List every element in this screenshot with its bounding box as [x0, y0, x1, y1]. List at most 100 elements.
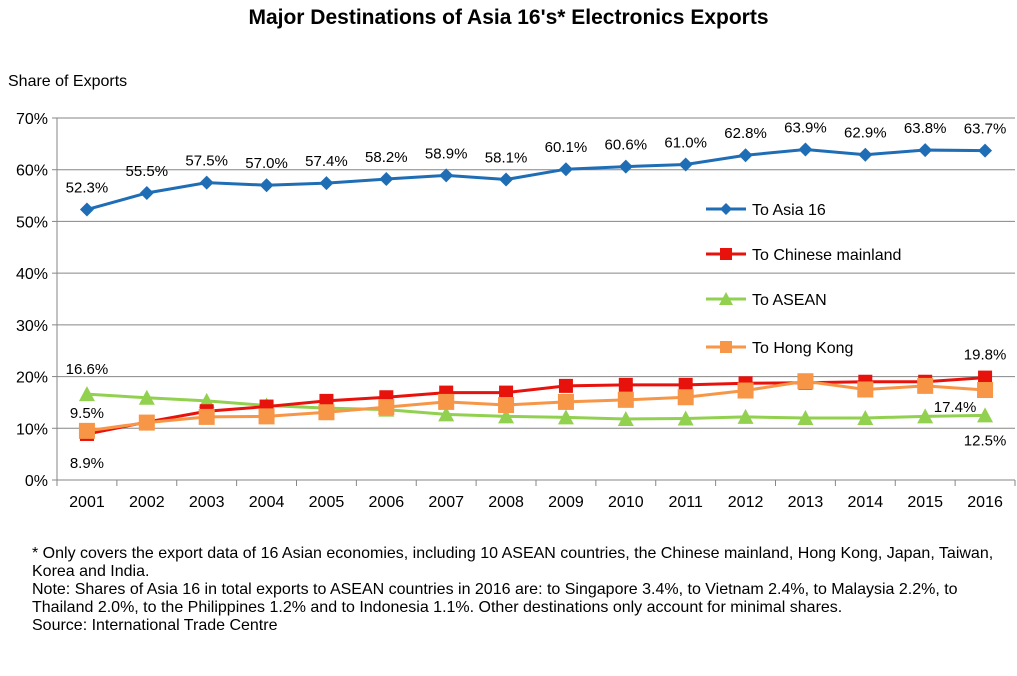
data-point-to-hong-kong: [917, 377, 934, 394]
data-label-to-hong-kong: 17.4%: [934, 399, 977, 416]
data-point-to-asia-16: [558, 162, 573, 177]
data-point-to-hong-kong: [78, 422, 95, 439]
legend-swatch-marker: [720, 203, 732, 215]
footnote-note: Note: Shares of Asia 16 in total exports…: [32, 581, 958, 616]
data-point-to-asean: [138, 389, 155, 405]
data-point-to-hong-kong: [318, 404, 335, 421]
x-tick-label: 2012: [728, 494, 764, 511]
data-point-to-asean: [977, 407, 994, 423]
data-point-to-asean: [797, 409, 814, 425]
series-line-to-asia-16: [86, 148, 986, 211]
data-point-to-hong-kong: [857, 381, 874, 398]
data-point-to-asean: [917, 408, 934, 424]
footnote-source: Source: International Trade Centre: [32, 617, 278, 634]
data-point-to-asia-16: [379, 172, 394, 187]
data-point-to-hong-kong: [378, 399, 395, 416]
x-tick-label: 2008: [488, 494, 524, 511]
footnote-scope: * Only covers the export data of 16 Asia…: [32, 545, 994, 580]
data-label-to-asia-16: 58.9%: [425, 145, 468, 162]
data-point-to-asean: [198, 392, 215, 408]
series-line-to-chinese-mainland: [86, 376, 986, 436]
data-point-to-asia-16: [79, 202, 94, 217]
data-point-to-asean: [617, 410, 634, 426]
data-label-to-asia-16: 57.4%: [305, 153, 348, 170]
data-point-to-asean: [677, 410, 694, 426]
data-point-to-asia-16: [319, 176, 334, 191]
footnotes: * Only covers the export data of 16 Asia…: [32, 545, 1007, 635]
series-line-to-asean: [86, 392, 986, 421]
data-point-to-asean: [557, 409, 574, 425]
data-point-to-asia-16: [678, 157, 693, 172]
data-point-to-chinese-mainland: [678, 377, 693, 392]
data-point-to-chinese-mainland: [499, 385, 514, 400]
data-point-to-hong-kong: [737, 382, 754, 399]
legend-swatch-marker: [720, 341, 732, 353]
x-tick-label: 2015: [907, 494, 943, 511]
x-tick-label: 2013: [788, 494, 824, 511]
legend-label: To Hong Kong: [752, 340, 853, 357]
x-tick-label: 2011: [668, 494, 703, 511]
data-label-to-asia-16: 58.1%: [485, 150, 528, 167]
x-tick-label: 2005: [309, 494, 345, 511]
data-point-to-asia-16: [439, 168, 454, 183]
data-point-to-hong-kong: [977, 382, 994, 399]
legend-item-to-hong-kong: To Hong Kong: [706, 340, 853, 357]
x-tick-label: 2016: [967, 494, 1003, 511]
y-tick-label: 70%: [16, 111, 48, 128]
data-label-to-chinese-mainland: 8.9%: [70, 455, 104, 472]
series: [78, 142, 994, 441]
data-label-to-asia-16: 60.1%: [545, 139, 588, 156]
data-point-to-hong-kong: [797, 373, 814, 390]
data-label-to-asia-16: 63.7%: [964, 121, 1007, 138]
data-point-to-hong-kong: [258, 408, 275, 425]
legend-item-to-chinese-mainland: To Chinese mainland: [706, 247, 901, 264]
data-point-to-asia-16: [918, 143, 933, 158]
x-tick-label: 2002: [129, 494, 165, 511]
series-line-to-hong-kong: [86, 379, 986, 433]
legend-label: To ASEAN: [752, 292, 827, 309]
x-tick-label: 2003: [189, 494, 225, 511]
data-point-to-asean: [498, 408, 515, 424]
legend-label: To Asia 16: [752, 202, 826, 219]
data-label-to-asia-16: 62.9%: [844, 125, 887, 142]
y-tick-label: 40%: [16, 266, 48, 283]
data-label-to-asia-16: 57.0%: [245, 155, 288, 172]
data-point-to-asia-16: [199, 175, 214, 190]
data-label-to-asia-16: 63.8%: [904, 120, 947, 137]
x-tick-label: 2001: [69, 494, 105, 511]
y-tick-label: 30%: [16, 318, 48, 335]
y-tick-label: 0%: [25, 473, 48, 490]
x-tick-label: 2006: [369, 494, 405, 511]
data-point-to-asean: [737, 408, 754, 424]
data-label-to-hong-kong: 9.5%: [70, 405, 104, 422]
axes: 0% 10% 20% 30% 40% 50% 60% 70% 2001 2002 2003 2004 2…: [16, 111, 1016, 511]
gridlines: [57, 117, 1015, 429]
data-point-to-hong-kong: [438, 393, 455, 410]
x-tick-label: 2009: [548, 494, 584, 511]
data-point-to-chinese-mainland: [618, 377, 633, 392]
data-point-to-asia-16: [139, 185, 154, 200]
data-point-to-asean: [78, 386, 95, 402]
data-point-to-asia-16: [978, 143, 993, 158]
y-axis-title: Share of Exports: [8, 73, 128, 90]
data-point-to-hong-kong: [677, 389, 694, 406]
data-label-to-asia-16: 55.5%: [126, 163, 169, 180]
x-tick-label: 2014: [848, 494, 884, 511]
data-point-to-asia-16: [259, 178, 274, 193]
data-point-to-asia-16: [858, 147, 873, 162]
data-label-to-chinese-mainland: 19.8%: [964, 347, 1007, 364]
data-point-to-hong-kong: [557, 393, 574, 410]
legend-item-to-asean: To ASEAN: [706, 292, 827, 309]
data-point-to-hong-kong: [498, 397, 515, 414]
data-point-to-chinese-mainland: [978, 370, 993, 385]
data-point-to-hong-kong: [617, 391, 634, 408]
data-point-to-chinese-mainland: [558, 378, 573, 393]
y-tick-label: 10%: [16, 421, 48, 438]
data-point-to-hong-kong: [198, 408, 215, 425]
legend-label: To Chinese mainland: [752, 247, 901, 264]
y-tick-label: 50%: [16, 214, 48, 231]
legend-swatch-marker: [719, 292, 733, 305]
legend: To Asia 16 To Chinese mainland To ASEAN To …: [706, 202, 901, 357]
data-point-to-asean: [438, 406, 455, 422]
data-point-to-asean: [857, 409, 874, 425]
